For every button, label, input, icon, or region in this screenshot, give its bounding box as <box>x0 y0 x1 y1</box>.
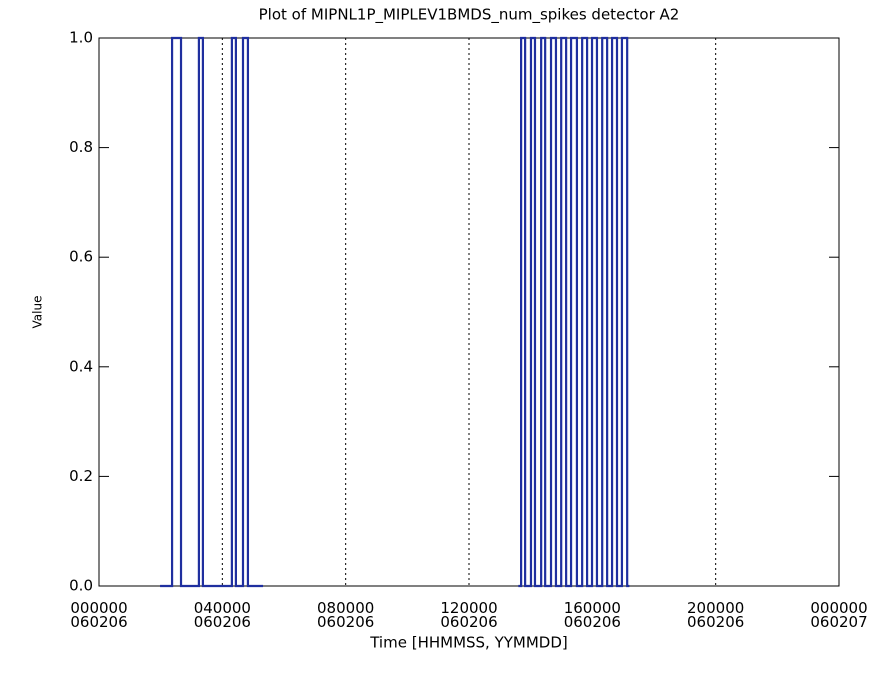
y-tick-label: 1.0 <box>69 29 93 47</box>
y-tick-label: 0.0 <box>69 577 93 595</box>
x-tick-label: 160000 060206 <box>563 599 621 631</box>
y-tick-label: 0.2 <box>69 467 93 485</box>
x-tick-label: 000000 060206 <box>70 599 128 631</box>
x-tick-label: 120000 060206 <box>440 599 498 631</box>
x-tick-label: 080000 060206 <box>317 599 375 631</box>
data-line <box>518 36 630 588</box>
data-line <box>160 36 264 588</box>
plot-frame <box>98 37 840 587</box>
x-tick-label: 040000 060206 <box>193 599 251 631</box>
y-tick-label: 0.8 <box>69 138 93 156</box>
x-tick-label: 200000 060206 <box>687 599 745 631</box>
y-axis-label: Value <box>31 296 45 329</box>
chart-title: Plot of MIPNL1P_MIPLEV1BMDS_num_spikes d… <box>259 6 680 25</box>
x-axis-label: Time [HHMMSS, YYMMDD] <box>369 634 568 652</box>
y-tick-label: 0.6 <box>69 248 93 266</box>
x-tick-label: 000000 060207 <box>810 599 868 631</box>
y-tick-label: 0.4 <box>69 357 93 375</box>
